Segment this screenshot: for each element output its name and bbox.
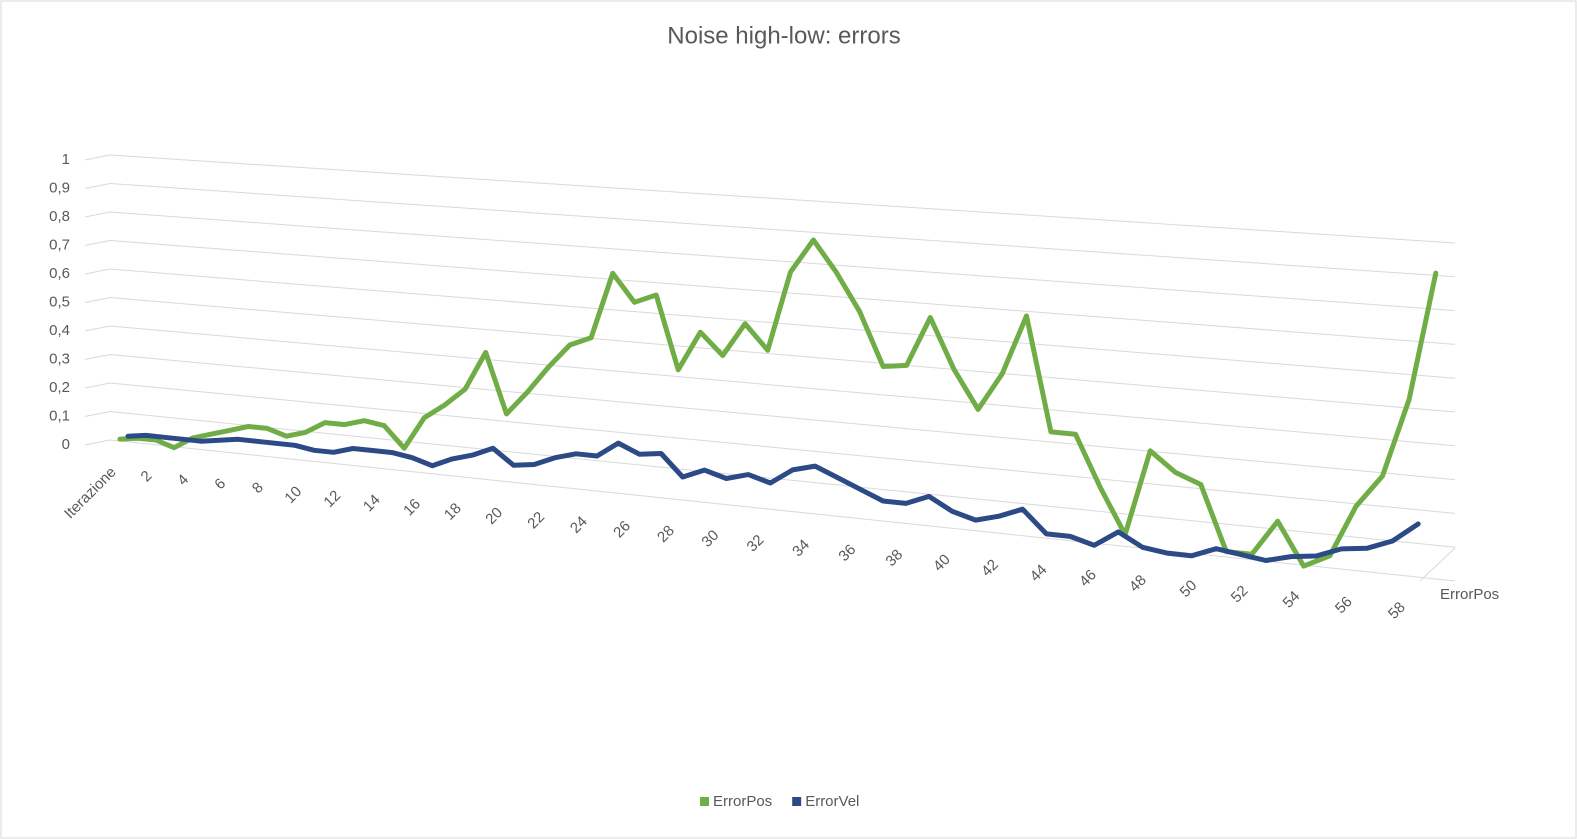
y-tick	[84, 439, 111, 446]
grid-line	[109, 411, 1456, 548]
y-tick	[84, 411, 111, 417]
y-tick-label: 0,5	[49, 293, 70, 310]
series-line	[117, 237, 1439, 569]
y-tick-label: 0,1	[49, 407, 70, 424]
grid-line	[109, 382, 1456, 514]
y-tick	[84, 268, 111, 275]
y-tick	[84, 297, 111, 303]
grid-line	[109, 297, 1456, 413]
grid-line	[109, 154, 1456, 244]
grid-line	[109, 268, 1456, 379]
y-tick	[84, 240, 111, 246]
series-line	[125, 432, 1421, 563]
y-tick-label: 0,8	[49, 208, 70, 225]
y-tick	[84, 154, 111, 161]
y-tick	[84, 354, 111, 360]
y-tick-label: 0,7	[49, 236, 70, 253]
y-tick-label: 0,3	[49, 350, 70, 367]
y-tick	[84, 325, 111, 332]
y-tick	[84, 211, 111, 218]
y-tick-label: 0,9	[49, 179, 70, 196]
grid-line	[109, 354, 1456, 481]
floor-edge	[1419, 547, 1456, 582]
y-tick-label: 0,2	[49, 379, 70, 396]
y-tick-label: 0	[62, 436, 70, 453]
legend-swatch	[700, 797, 709, 806]
y-tick-label: 1	[62, 151, 70, 168]
depth-label: ErrorPos	[1440, 586, 1499, 603]
grid-line	[109, 211, 1456, 312]
legend-label: ErrorVel	[805, 793, 859, 810]
y-tick-label: 0,6	[49, 265, 70, 282]
grid-line	[109, 183, 1456, 278]
grid-line	[109, 439, 1456, 582]
y-tick-label: 0,4	[49, 322, 70, 339]
legend-swatch	[792, 797, 802, 806]
chart-title: Noise high-low: errors	[667, 22, 900, 49]
legend-label: ErrorPos	[713, 793, 772, 810]
y-tick	[84, 183, 111, 189]
y-tick	[84, 382, 111, 389]
grid-line	[109, 325, 1456, 447]
